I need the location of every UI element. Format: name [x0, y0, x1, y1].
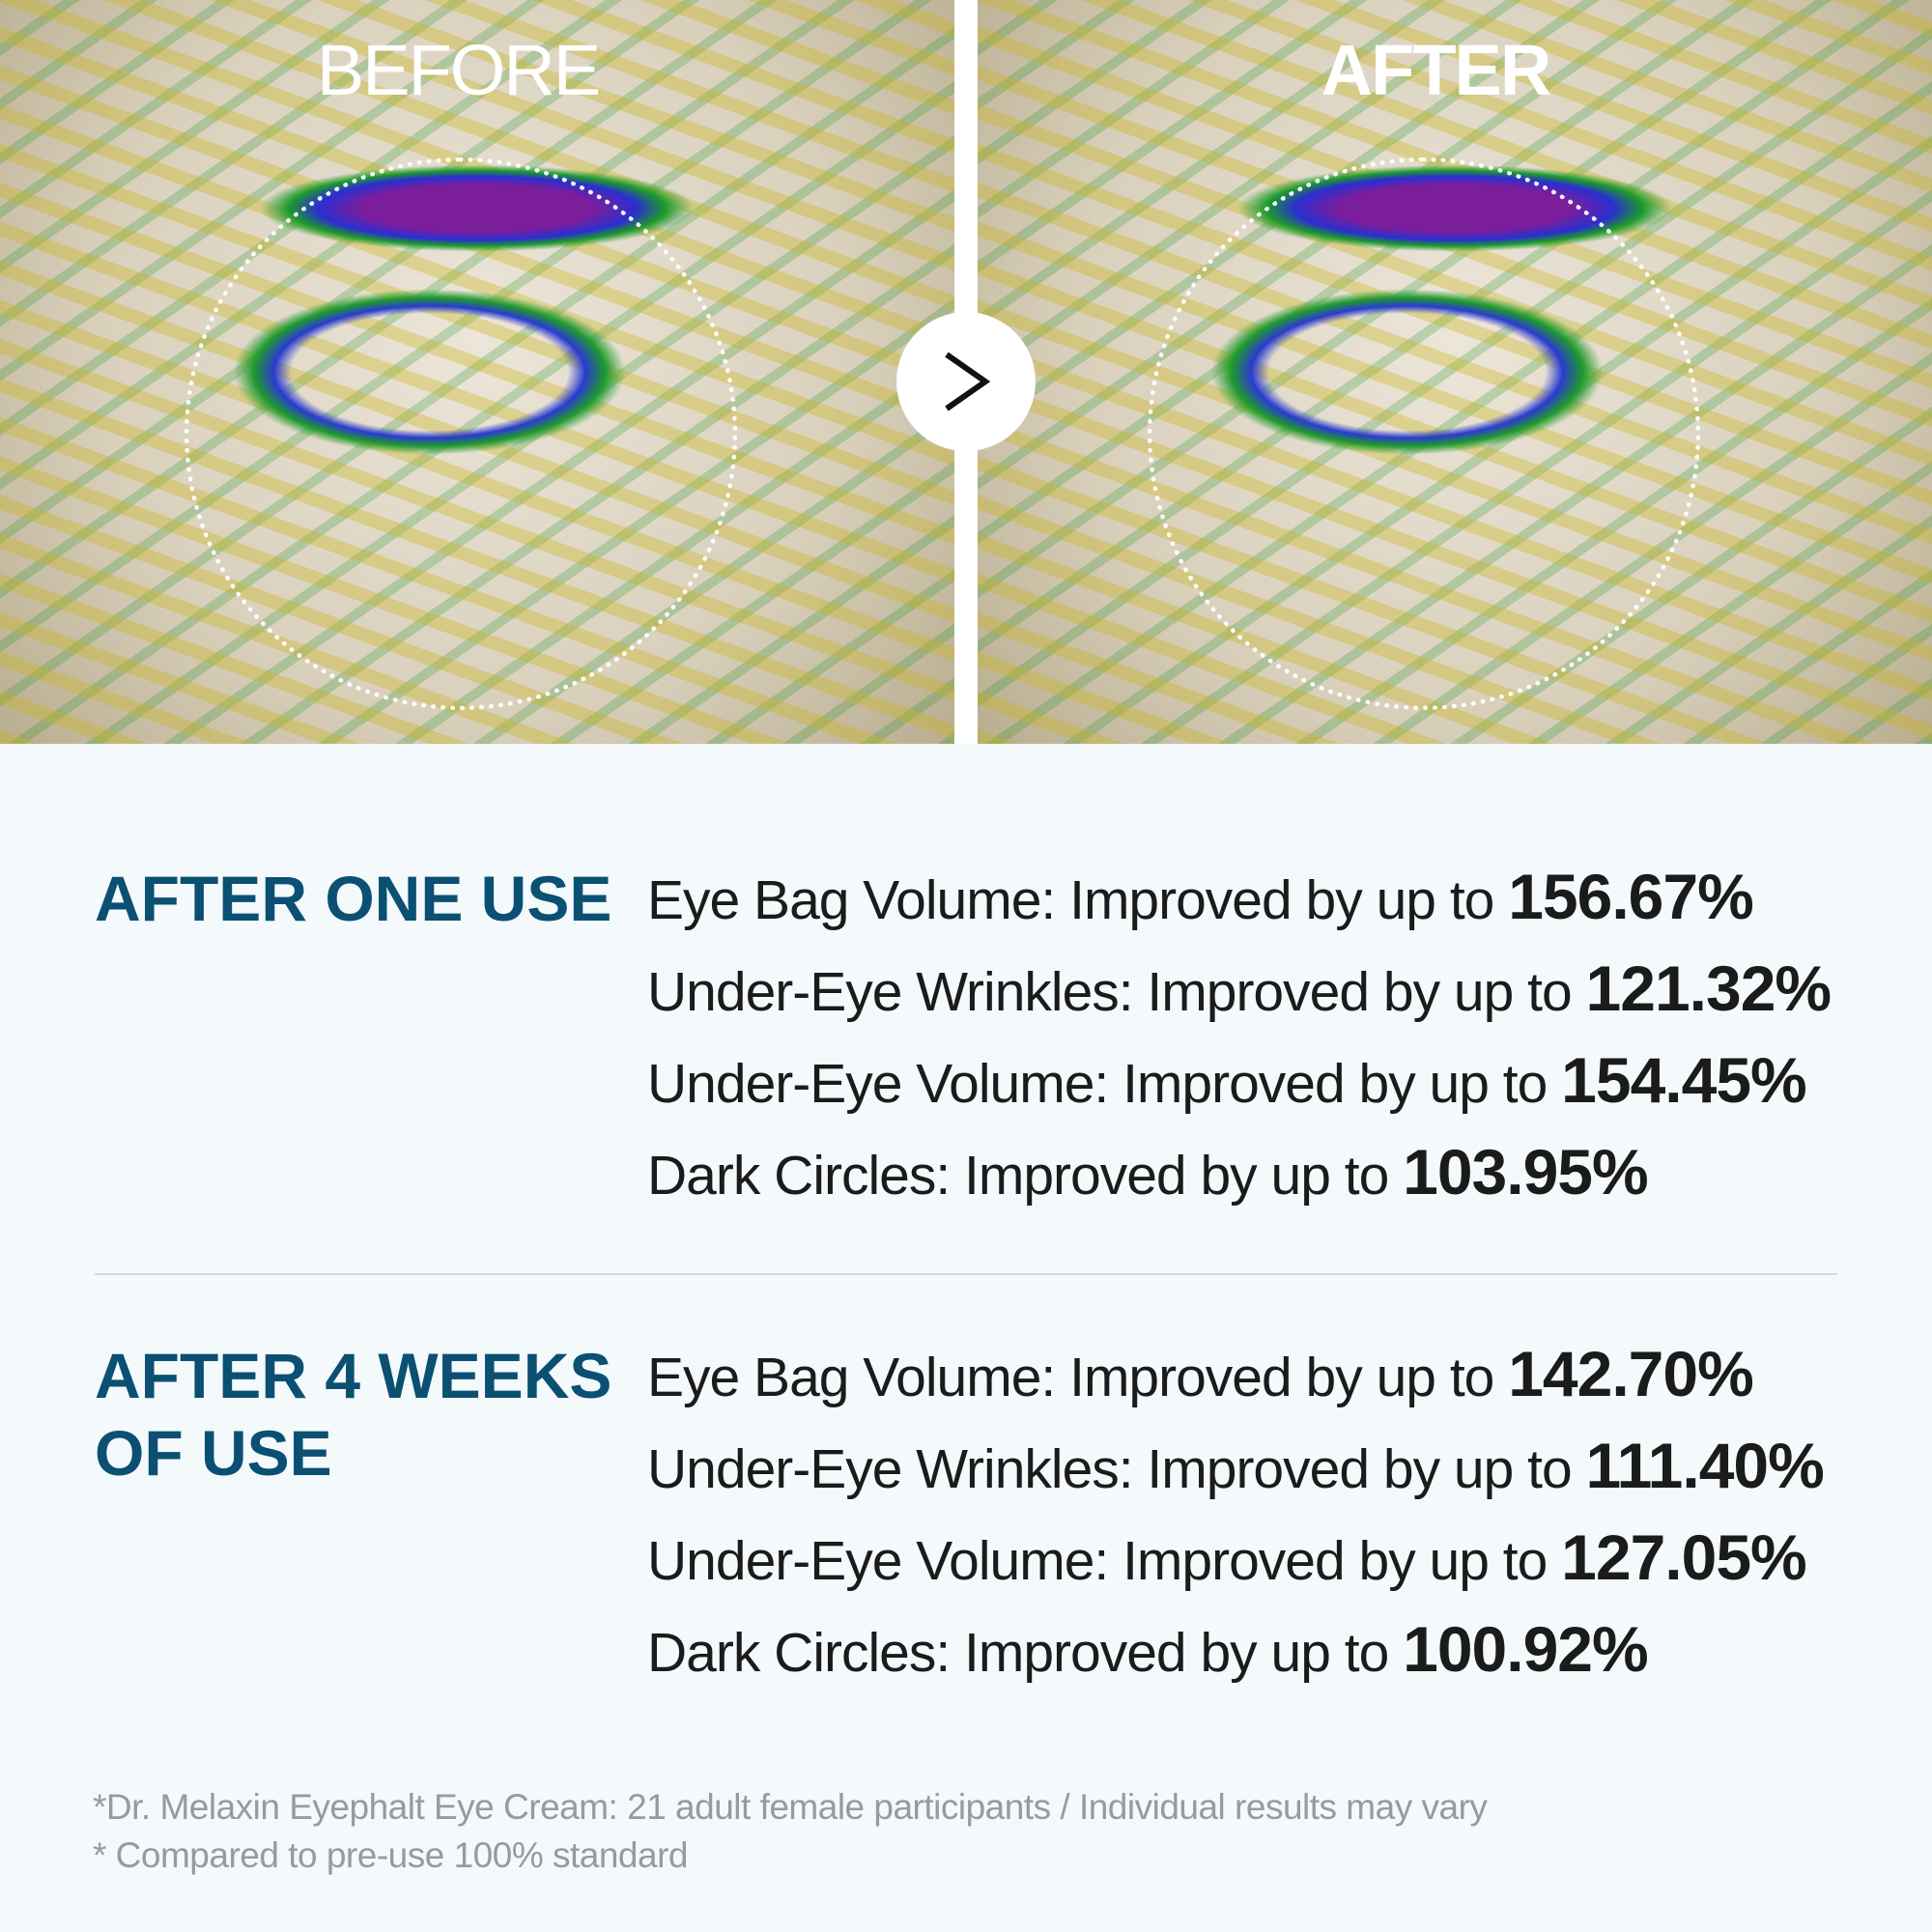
- result-item: Eye Bag Volume: Improved by up to 142.70…: [647, 1338, 1754, 1409]
- result-item: Eye Bag Volume: Improved by up to 156.67…: [647, 861, 1754, 932]
- after-image: [978, 0, 1932, 744]
- footnote: *Dr. Melaxin Eyephalt Eye Cream: 21 adul…: [93, 1787, 1488, 1827]
- result-item: Under-Eye Volume: Improved by up to 154.…: [647, 1044, 1807, 1116]
- section-heading: AFTER 4 WEEKS OF USE: [95, 1340, 612, 1489]
- section-divider: [95, 1273, 1837, 1275]
- before-image: [0, 0, 954, 744]
- after-label: AFTER: [1321, 30, 1552, 110]
- chevron-right-icon: [945, 352, 991, 412]
- before-label: BEFORE: [316, 30, 601, 110]
- result-item: Under-Eye Wrinkles: Improved by up to 12…: [647, 952, 1832, 1024]
- highlight-circle: [185, 157, 737, 710]
- result-item: Under-Eye Wrinkles: Improved by up to 11…: [647, 1430, 1825, 1501]
- footnote: * Compared to pre-use 100% standard: [93, 1835, 688, 1875]
- result-item: Dark Circles: Improved by up to 100.92%: [647, 1613, 1649, 1685]
- highlight-circle: [1148, 157, 1700, 710]
- result-item: Dark Circles: Improved by up to 103.95%: [647, 1136, 1649, 1208]
- next-button[interactable]: [896, 312, 1036, 451]
- result-item: Under-Eye Volume: Improved by up to 127.…: [647, 1521, 1807, 1593]
- section-heading: AFTER ONE USE: [95, 863, 612, 934]
